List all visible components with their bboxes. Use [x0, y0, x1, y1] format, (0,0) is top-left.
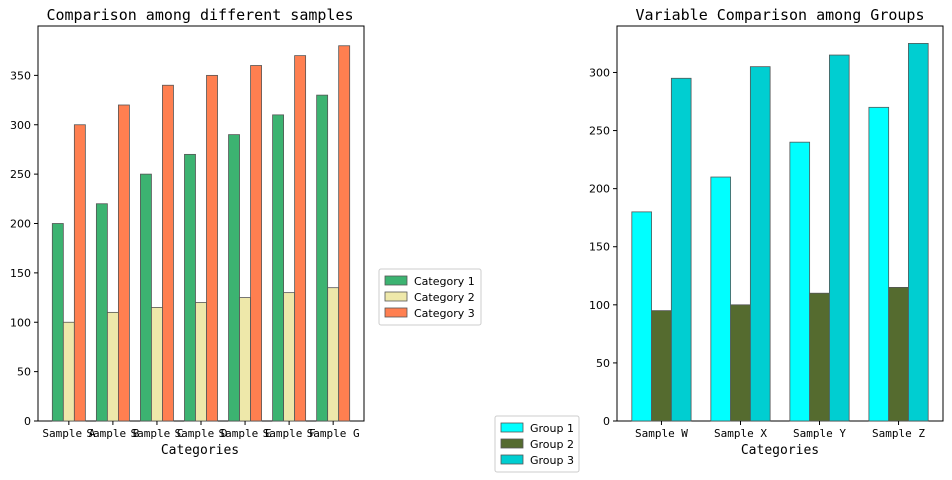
bar-group-3 — [670, 77, 692, 422]
legend-swatch — [384, 307, 408, 318]
bar-group-1 — [710, 176, 732, 422]
chart-groups: Variable Comparison among Groups 0 50 100 1… — [494, 6, 944, 473]
bar-category-3 — [73, 124, 86, 422]
legend-label: Group 3 — [530, 454, 574, 467]
x-tick-label: Sample E — [219, 427, 272, 440]
bar-group-1 — [868, 106, 890, 422]
legend-label: Category 3 — [414, 307, 475, 320]
legend-label: Category 2 — [414, 291, 475, 304]
bar-category-2 — [283, 292, 296, 422]
bar-group-2 — [651, 310, 672, 422]
legend-swatch — [500, 454, 524, 465]
chart2-bars — [631, 43, 929, 422]
legend-swatch — [384, 291, 408, 302]
y-tick-label: 300 — [589, 66, 610, 79]
x-tick-label: Sample Y — [793, 427, 846, 440]
x-tick-label: Sample W — [635, 427, 688, 440]
bar-group-1 — [789, 141, 811, 422]
x-tick-label: Sample D — [175, 427, 228, 440]
x-tick-label: Sample Z — [872, 427, 925, 440]
bar-category-3 — [294, 55, 307, 422]
y-tick-label: 350 — [10, 69, 31, 82]
bar-group-3 — [828, 54, 850, 422]
y-tick-label: 100 — [10, 316, 31, 329]
y-tick-label: 150 — [10, 267, 31, 280]
legend-swatch — [384, 275, 408, 286]
y-tick-label: 250 — [10, 168, 31, 181]
bar-category-1 — [95, 203, 108, 422]
bar-category-2 — [106, 311, 119, 422]
x-tick-label: Sample C — [130, 427, 183, 440]
bar-group-2 — [809, 292, 830, 422]
bar-category-1 — [272, 114, 285, 422]
bar-category-3 — [206, 74, 218, 422]
bar-group-2 — [888, 286, 909, 422]
chart2-x-axis-label: Categories — [741, 443, 819, 458]
y-tick-label: 0 — [24, 415, 31, 428]
bar-category-1 — [228, 134, 240, 422]
bar-group-2 — [730, 304, 751, 422]
chart2-legend: Group 1 Group 2 Group 3 — [494, 415, 580, 473]
x-tick-label: Sample F — [263, 427, 316, 440]
bar-category-3 — [162, 84, 174, 422]
bar-category-2 — [151, 307, 163, 422]
chart2-axes — [616, 25, 944, 422]
chart1-bars — [51, 45, 351, 422]
bar-group-1 — [631, 211, 652, 422]
chart2-title: Variable Comparison among Groups — [636, 6, 925, 24]
bar-group-3 — [908, 43, 929, 422]
chart1-x-axis-label: Categories — [161, 443, 239, 458]
y-tick-label: 300 — [10, 119, 31, 132]
x-tick-label: Sample G — [307, 427, 360, 440]
bar-category-3 — [117, 104, 130, 422]
bar-category-2 — [195, 302, 207, 422]
x-tick-label: Sample X — [714, 427, 767, 440]
bar-category-2 — [239, 297, 251, 422]
x-tick-label: Sample B — [86, 427, 139, 440]
chart2-x-ticks: Sample W Sample X Sample Y Sample Z — [635, 421, 925, 440]
legend-swatch — [500, 438, 524, 449]
bar-group-3 — [749, 66, 771, 422]
chart2-y-ticks: 0 50 100 150 200 250 300 — [589, 66, 617, 428]
chart1-legend: Category 1 Category 2 Category 3 — [378, 268, 482, 326]
bar-category-1 — [51, 223, 64, 422]
bar-category-3 — [250, 65, 262, 422]
y-tick-label: 0 — [603, 415, 610, 428]
chart-samples: Comparison among different samples 0 50 10… — [10, 6, 482, 458]
y-tick-label: 50 — [17, 366, 31, 379]
chart1-title: Comparison among different samples — [46, 6, 353, 24]
legend-label: Group 1 — [530, 422, 574, 435]
x-tick-label: Sample A — [42, 427, 95, 440]
bar-category-1 — [140, 173, 152, 422]
y-tick-label: 250 — [589, 125, 610, 138]
legend-label: Group 2 — [530, 438, 574, 451]
bar-category-3 — [338, 45, 351, 422]
y-tick-label: 100 — [589, 299, 610, 312]
y-tick-label: 200 — [589, 183, 610, 196]
y-tick-label: 150 — [589, 241, 610, 254]
bar-category-1 — [316, 94, 329, 422]
plot-frame — [616, 25, 944, 422]
legend-swatch — [500, 422, 524, 433]
chart1-y-ticks: 0 50 100 150 200 250 300 350 — [10, 69, 38, 428]
bar-category-1 — [184, 153, 196, 422]
legend-label: Category 1 — [414, 275, 475, 288]
bar-category-2 — [62, 321, 75, 422]
y-tick-label: 50 — [596, 357, 610, 370]
bar-category-2 — [327, 287, 340, 422]
y-tick-label: 200 — [10, 218, 31, 231]
